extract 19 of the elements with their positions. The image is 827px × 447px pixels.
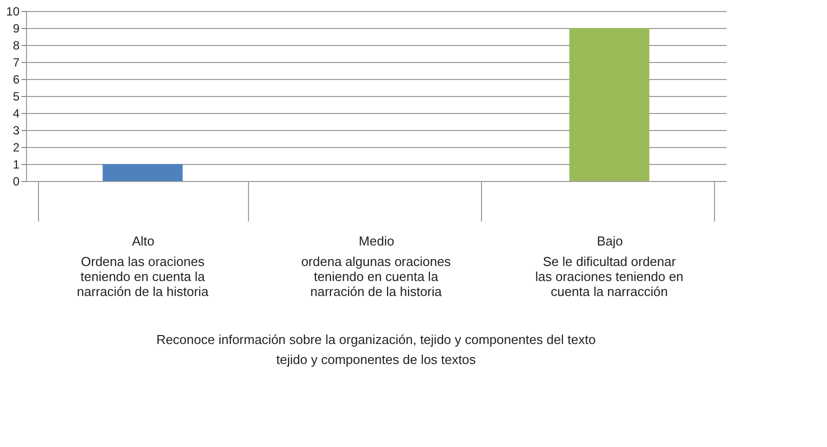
y-tick-label: 9 (12, 22, 20, 36)
y-tick-label: 10 (6, 4, 20, 18)
y-tick-label: 8 (12, 38, 20, 52)
text: Se le dificultad ordenar las oraciones teniendo en cuenta la narracción (535, 254, 684, 299)
y-tick-label: 2 (12, 140, 20, 154)
text: Reconoce información sobre la organización, tejido y componentes del texto (156, 332, 596, 347)
x-tick-label: Bajo (596, 234, 623, 248)
y-tick-label: 7 (12, 56, 20, 70)
y-tick-label: 4 (12, 106, 20, 120)
x-tick-label: Alto (132, 234, 154, 248)
text: tejido y componentes de los textos (276, 352, 476, 367)
y-tick-label: 3 (12, 124, 20, 138)
y-tick-label: 5 (12, 90, 20, 104)
x-tick-label: Medio (358, 234, 394, 248)
text: Ordena las oraciones teniendo en cuenta la narración de la historia (76, 254, 210, 299)
text: ordena algunas oraciones teniendo en cuenta la narración de la historia (301, 254, 452, 299)
y-tick-label: 0 (12, 174, 20, 188)
y-tick-label: 1 (12, 158, 20, 172)
y-tick-label: 6 (12, 72, 20, 86)
